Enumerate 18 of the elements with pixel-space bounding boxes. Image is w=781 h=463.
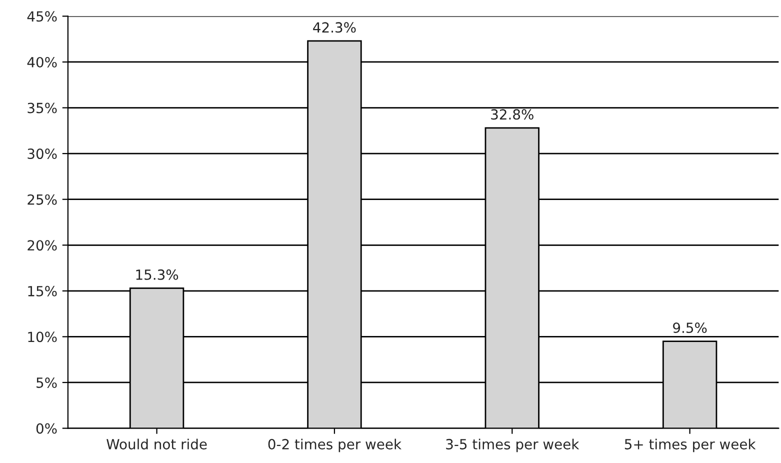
y-tick-label: 0% [36,423,57,434]
y-tick-label: 15% [28,286,57,296]
x-tick-label: 3-5 times per week [446,438,580,452]
y-tick-label: 10% [28,332,57,342]
y-tick-label: 40% [27,56,57,68]
x-tick-label: Would not ride [106,438,207,450]
data-label: 15.3% [136,269,178,280]
y-tick-label: 20% [28,240,57,251]
y-tick-label: 30% [28,148,57,160]
data-label: 9.5% [673,322,707,334]
data-label: 42.3% [313,22,356,33]
x-tick-label: 5+ times per week [624,438,756,452]
y-tick-label: 5% [36,377,57,388]
y-tick-label: 45% [27,11,57,22]
x-tick-label: 0-2 times per week [268,438,402,452]
y-tick-label: 35% [28,102,57,114]
y-tick-label: 25% [28,194,57,205]
data-label: 32.8% [491,109,534,120]
